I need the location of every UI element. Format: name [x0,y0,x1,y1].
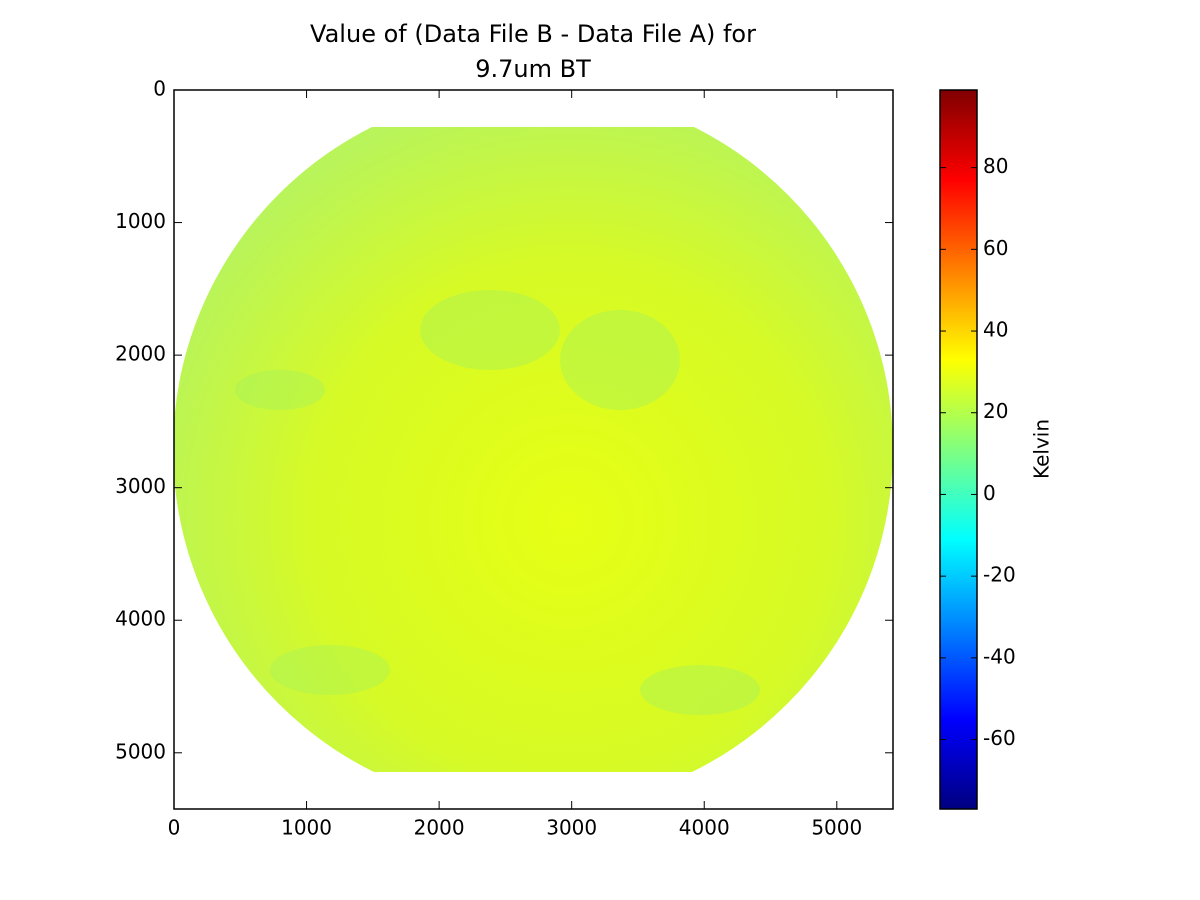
axes-frame [173,89,894,810]
x-tick-label: 0 [168,816,181,840]
y-tick-label: 3000 [115,474,166,498]
colorbar-tick-label: 40 [983,318,1008,342]
cloud-patch [235,370,325,410]
cloud-patch [270,645,390,695]
cloud-patch [420,290,560,370]
chart-title: Value of (Data File B - Data File A) for [310,20,756,48]
colorbar-tick-label: 20 [983,399,1008,423]
y-tick-label: 0 [153,77,166,101]
colorbar-tick-label: 80 [983,154,1008,178]
colorbar-tick-label: -40 [983,644,1016,668]
colorbar-label: Kelvin [1030,419,1054,479]
x-tick-label: 2000 [414,816,465,840]
cloud-patch [640,665,760,715]
y-tick-label: 5000 [115,739,166,763]
colorbar-tick-label: 0 [983,481,996,505]
x-tick-label: 3000 [546,816,597,840]
x-tick-label: 5000 [811,816,862,840]
x-tick-label: 4000 [679,816,730,840]
y-tick-label: 1000 [115,209,166,233]
chart-title: 9.7um BT [475,55,591,83]
cloud-patch [560,310,680,410]
earth-disk [174,127,893,772]
y-tick-label: 2000 [115,342,166,366]
colorbar-tick-label: 60 [983,236,1008,260]
x-tick-label: 1000 [281,816,332,840]
colorbar-tick-label: -20 [983,563,1016,587]
colorbar-tick-label: -60 [983,726,1016,750]
colorbar [939,89,978,810]
image-area [174,127,893,772]
y-tick-label: 4000 [115,607,166,631]
